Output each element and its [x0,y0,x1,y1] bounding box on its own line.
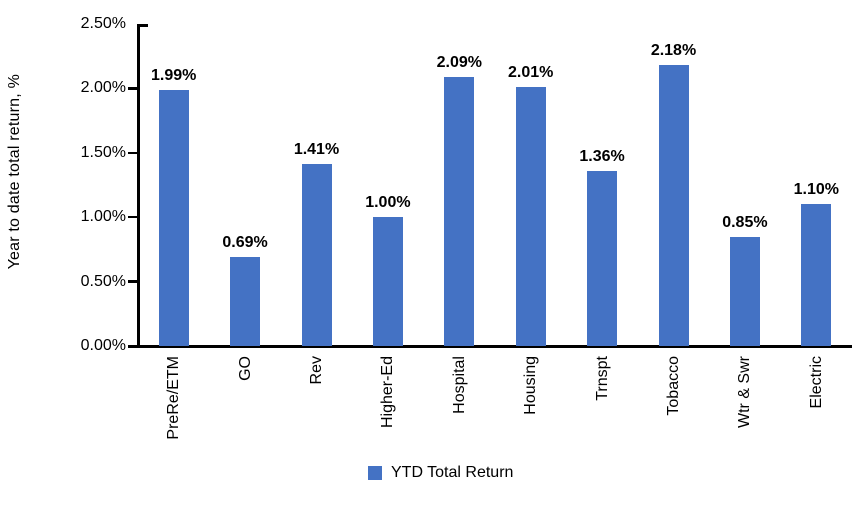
legend: YTD Total Return [368,463,513,482]
bar-value-label: 2.09% [436,53,482,71]
bar-value-label: 0.85% [722,213,768,231]
x-category-label-tobacco: Tobacco [665,356,682,416]
bar-value-label: 2.01% [508,64,554,82]
bar-value-label: 1.00% [365,194,411,212]
bar-rev [301,164,332,346]
x-axis-line [128,345,852,348]
x-category-label-hospital: Hospital [450,356,468,414]
bar-value-label: 1.41% [293,141,340,159]
bar-value-label: 0.69% [222,234,268,252]
y-axis-tick-label: 2.00% [80,79,126,97]
legend-label: YTD Total Return [391,464,514,481]
y-axis-tick-label: 2.50% [80,15,126,32]
x-category-label-rev: Rev [308,356,325,385]
x-category-label-wtr-swr: Wtr & Swr [736,356,754,428]
y-axis-tick-label: 0.00% [80,337,126,354]
x-category-label-go: GO [236,356,254,381]
y-axis-tick-label: 1.00% [80,208,126,226]
bar-value-label: 1.10% [793,181,839,199]
bar-prere-etm [158,89,189,346]
bar-value-label: 1.36% [579,147,625,165]
y-axis-tick-mark [128,87,138,90]
y-axis-title: Year to date total return, % [6,74,23,270]
y-axis-line [137,24,140,347]
legend-swatch-icon [368,465,382,480]
x-category-label-electric: Electric [807,356,825,409]
x-category-label-trnspt: Trnspt [593,356,611,401]
bar-tobacco [658,65,689,346]
bar-go [230,257,261,346]
y-axis-tick-mark [128,215,138,219]
x-category-label-higher-ed: Higher-Ed [379,356,397,429]
bar-hospital [444,76,475,346]
y-axis-tick-label: 0.50% [80,272,126,290]
y-axis-tick-mark [128,151,138,155]
bar-wtr-swr [729,236,760,346]
bar-higher-ed [372,217,403,346]
bar-electric [801,204,832,346]
bar-value-label: 1.99% [151,66,197,84]
y-axis-tick-label: 1.50% [80,143,126,161]
bar-trnspt [587,170,618,346]
bar-value-label: 2.18% [650,42,697,60]
bar-housing [515,87,546,346]
x-category-label-prere-etm: PreRe/ETM [165,356,183,440]
y-axis-tick-mark [128,280,138,283]
x-category-label-housing: Housing [522,356,540,415]
y-axis-top-tick-mark [139,24,148,27]
